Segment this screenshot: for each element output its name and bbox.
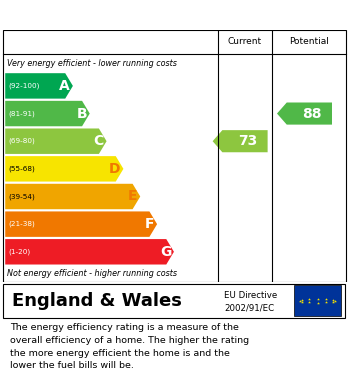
Text: C: C — [94, 134, 104, 148]
Text: Not energy efficient - higher running costs: Not energy efficient - higher running co… — [7, 269, 177, 278]
Text: England & Wales: England & Wales — [12, 292, 182, 310]
Text: Energy Efficiency Rating: Energy Efficiency Rating — [9, 9, 230, 24]
Polygon shape — [5, 156, 124, 181]
Text: (81-91): (81-91) — [8, 110, 35, 117]
Polygon shape — [5, 212, 157, 237]
Text: (55-68): (55-68) — [8, 166, 35, 172]
Text: (69-80): (69-80) — [8, 138, 35, 144]
Text: EU Directive: EU Directive — [224, 291, 278, 300]
Text: F: F — [145, 217, 154, 231]
Text: (1-20): (1-20) — [8, 249, 30, 255]
Polygon shape — [213, 130, 268, 152]
Text: 2002/91/EC: 2002/91/EC — [224, 303, 275, 312]
Polygon shape — [5, 73, 73, 99]
Polygon shape — [5, 184, 140, 209]
Text: D: D — [109, 162, 121, 176]
Text: G: G — [160, 245, 171, 259]
Polygon shape — [5, 129, 106, 154]
Text: (92-100): (92-100) — [8, 83, 39, 89]
Text: E: E — [128, 190, 137, 203]
Text: 73: 73 — [238, 134, 257, 148]
Text: A: A — [60, 79, 70, 93]
Text: Current: Current — [228, 38, 262, 47]
Text: 88: 88 — [302, 107, 322, 120]
Text: B: B — [76, 107, 87, 120]
Polygon shape — [5, 101, 90, 126]
Text: (39-54): (39-54) — [8, 193, 35, 200]
Text: Potential: Potential — [290, 38, 329, 47]
Text: The energy efficiency rating is a measure of the
overall efficiency of a home. T: The energy efficiency rating is a measur… — [10, 323, 250, 370]
Bar — [294, 285, 341, 316]
Polygon shape — [5, 239, 174, 265]
Text: Very energy efficient - lower running costs: Very energy efficient - lower running co… — [7, 59, 177, 68]
Text: (21-38): (21-38) — [8, 221, 35, 228]
Polygon shape — [277, 102, 332, 125]
